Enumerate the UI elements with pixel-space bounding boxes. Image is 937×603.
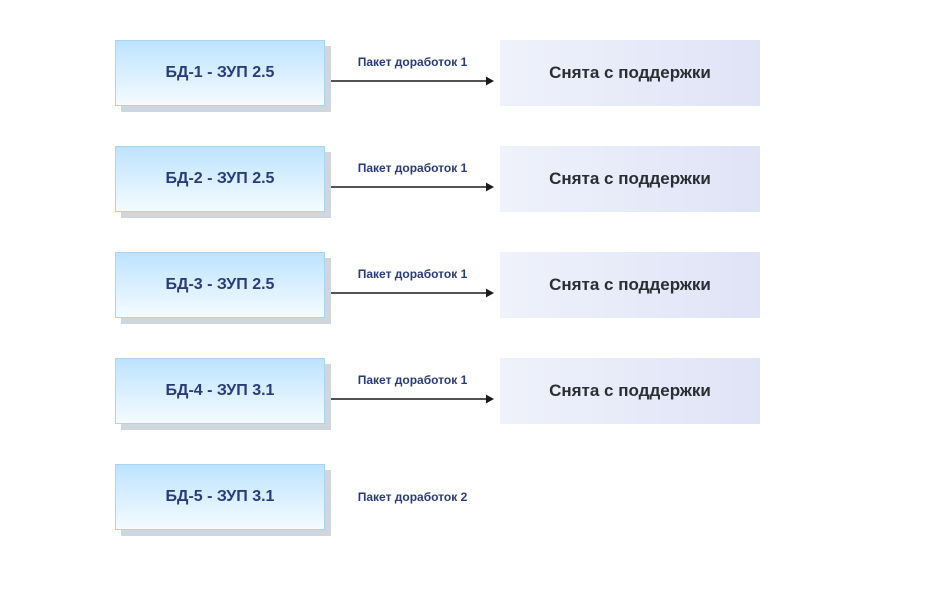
arrow-container: Пакет доработок 1 bbox=[325, 373, 500, 409]
source-box: БД-4 - ЗУП 3.1 bbox=[115, 358, 325, 424]
arrow-label: Пакет доработок 1 bbox=[358, 267, 468, 281]
diagram-row: БД-5 - ЗУП 3.1 Пакет доработок 2 bbox=[0, 464, 937, 530]
arrow-icon bbox=[325, 389, 500, 409]
diagram-row: БД-2 - ЗУП 2.5 Пакет доработок 1 Снята с п… bbox=[0, 146, 937, 212]
source-box: БД-5 - ЗУП 3.1 bbox=[115, 464, 325, 530]
target-box: Снята с поддержки bbox=[500, 252, 760, 318]
arrow-icon bbox=[325, 177, 500, 197]
arrow-container: Пакет доработок 2 bbox=[325, 490, 500, 504]
source-box-wrap: БД-3 - ЗУП 2.5 bbox=[115, 252, 325, 318]
source-box-wrap: БД-5 - ЗУП 3.1 bbox=[115, 464, 325, 530]
diagram-row: БД-4 - ЗУП 3.1 Пакет доработок 1 Снята с п… bbox=[0, 358, 937, 424]
arrow-label: Пакет доработок 1 bbox=[358, 161, 468, 175]
source-box: БД-1 - ЗУП 2.5 bbox=[115, 40, 325, 106]
diagram-row: БД-1 - ЗУП 2.5 Пакет доработок 1 Снята с п… bbox=[0, 40, 937, 106]
target-box: Снята с поддержки bbox=[500, 146, 760, 212]
arrow-container: Пакет доработок 1 bbox=[325, 161, 500, 197]
arrow-label: Пакет доработок 2 bbox=[358, 490, 468, 504]
target-box: Снята с поддержки bbox=[500, 358, 760, 424]
arrow-container: Пакет доработок 1 bbox=[325, 267, 500, 303]
arrow-icon bbox=[325, 71, 500, 91]
source-box-wrap: БД-4 - ЗУП 3.1 bbox=[115, 358, 325, 424]
arrow-label: Пакет доработок 1 bbox=[358, 55, 468, 69]
target-box: Снята с поддержки bbox=[500, 40, 760, 106]
arrow-label: Пакет доработок 1 bbox=[358, 373, 468, 387]
source-box-wrap: БД-2 - ЗУП 2.5 bbox=[115, 146, 325, 212]
diagram-row: БД-3 - ЗУП 2.5 Пакет доработок 1 Снята с п… bbox=[0, 252, 937, 318]
source-box: БД-3 - ЗУП 2.5 bbox=[115, 252, 325, 318]
arrow-icon bbox=[325, 283, 500, 303]
arrow-container: Пакет доработок 1 bbox=[325, 55, 500, 91]
source-box-wrap: БД-1 - ЗУП 2.5 bbox=[115, 40, 325, 106]
diagram-container: БД-1 - ЗУП 2.5 Пакет доработок 1 Снята с п… bbox=[0, 40, 937, 530]
source-box: БД-2 - ЗУП 2.5 bbox=[115, 146, 325, 212]
